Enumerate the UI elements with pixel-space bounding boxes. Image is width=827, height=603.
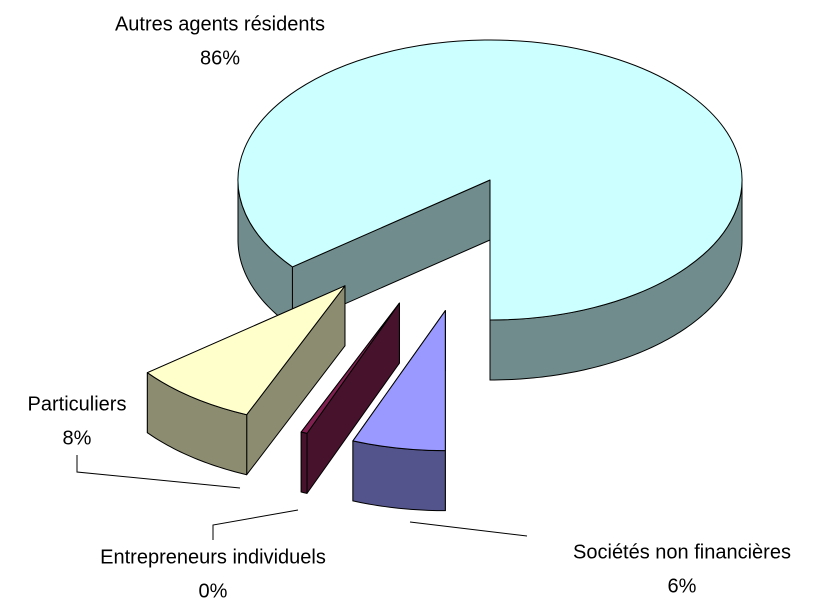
slice-top: [300, 302, 400, 434]
slice-side: [300, 431, 308, 494]
slice-top: [352, 310, 446, 452]
slice-label: Sociétés non financières: [573, 541, 791, 563]
slice-value-label: 86%: [200, 47, 240, 69]
slice-value-label: 8%: [63, 427, 92, 449]
leader-line: [212, 509, 299, 540]
slice-top: [237, 39, 743, 321]
slice-label: Entrepreneurs individuels: [100, 546, 326, 568]
slice-top: [146, 285, 346, 416]
leader-line: [409, 521, 528, 537]
slice-label: Autres agents résidents: [115, 13, 325, 35]
slice-value-label: 6%: [668, 575, 697, 597]
slice-label: Particuliers: [28, 393, 127, 415]
slice-side: [352, 440, 446, 512]
slice-value-label: 0%: [199, 580, 228, 602]
leader-line: [76, 455, 241, 489]
